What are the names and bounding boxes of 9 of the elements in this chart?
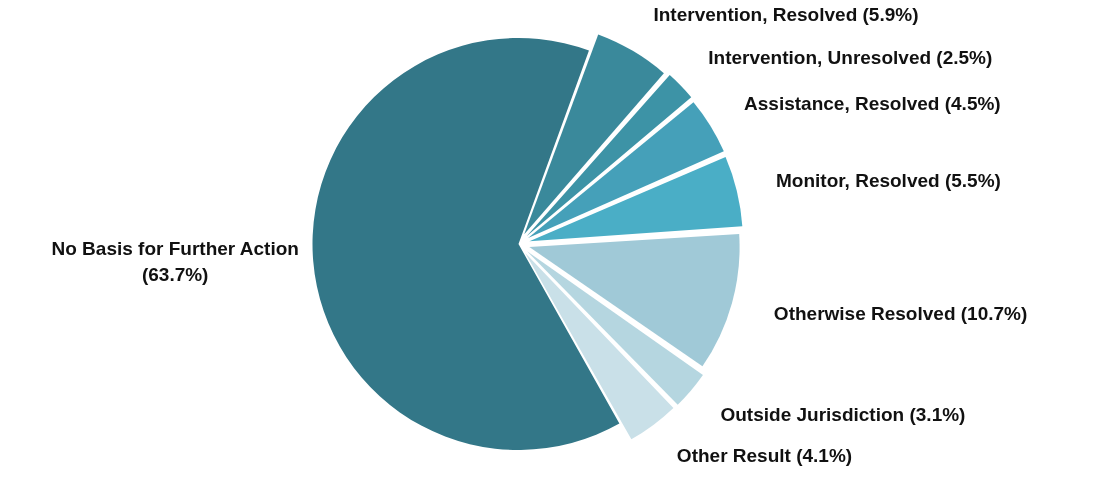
slice-label: Outside Jurisdiction (3.1%): [720, 403, 966, 425]
slice-label: Assistance, Resolved (4.5%): [744, 93, 1001, 115]
slice-label: Other Result (4.1%): [676, 444, 853, 466]
slice-label: Monitor, Resolved (5.5%): [776, 169, 1001, 191]
slice-label: Otherwise Resolved (10.7%): [773, 303, 1028, 325]
slice-label: No Basis for Further Action: [51, 238, 299, 260]
slice-label: Intervention, Unresolved (2.5%): [708, 47, 993, 69]
data-label: (63.7%): [141, 264, 209, 286]
slice-label: Intervention, Resolved (5.9%): [653, 4, 919, 26]
